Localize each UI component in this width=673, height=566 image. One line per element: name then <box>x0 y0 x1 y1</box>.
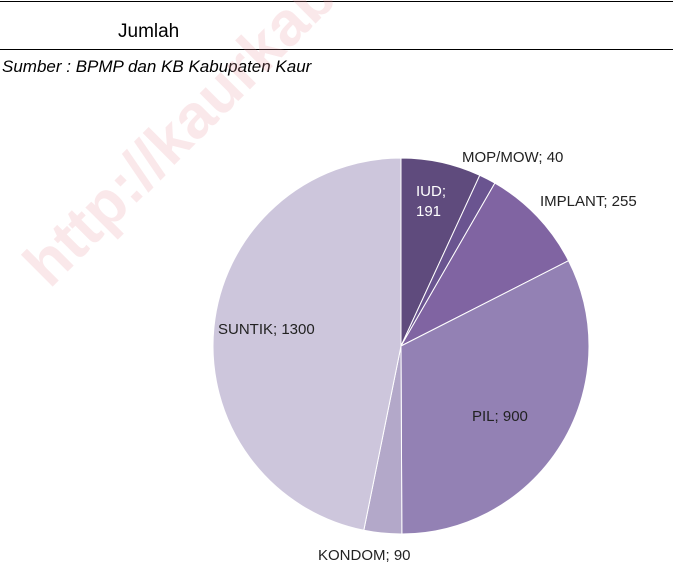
source-note: Sumber : BPMP dan KB Kabupaten Kaur <box>2 57 312 76</box>
top-rule <box>0 1 673 2</box>
data-label: KONDOM; 90 <box>318 547 411 564</box>
pie-slice <box>212 157 402 531</box>
data-label: SUNTIK; 1300 <box>218 321 315 338</box>
data-label: MOP/MOW; 40 <box>462 149 564 166</box>
data-label: IUD; 191 <box>416 183 446 220</box>
data-label: IMPLANT; 255 <box>540 193 637 210</box>
pie-slice <box>399 182 570 348</box>
bottom-rule <box>0 49 673 50</box>
data-label: PIL; 900 <box>472 408 528 425</box>
table-row-label: Jumlah <box>118 21 180 42</box>
pie-slice <box>400 260 590 535</box>
